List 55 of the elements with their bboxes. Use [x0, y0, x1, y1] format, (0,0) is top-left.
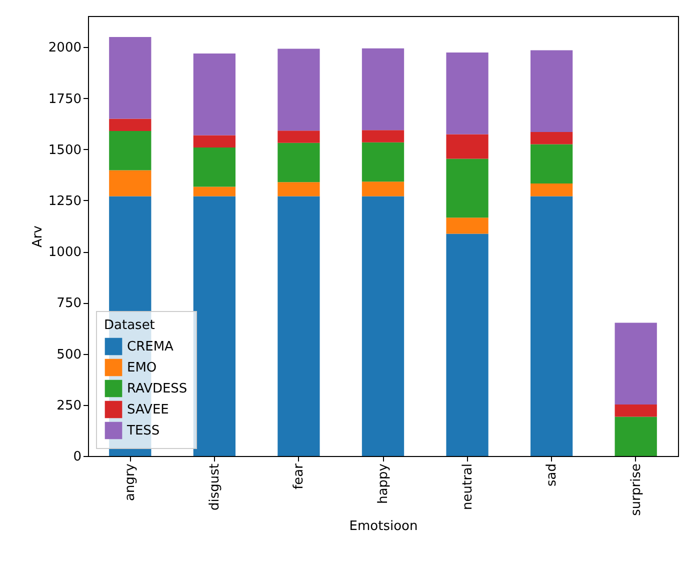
legend-label: EMO [127, 360, 157, 376]
bar [278, 130, 320, 143]
bar [193, 186, 236, 196]
bar [530, 50, 573, 132]
bar [530, 144, 573, 184]
y-tick-label: 1250 [48, 194, 82, 209]
y-tick-label: 750 [56, 296, 82, 312]
x-tick-label: disgust [207, 464, 222, 510]
bar [193, 54, 236, 136]
legend-label: RAVDESS [127, 382, 188, 396]
y-axis-title: Arv [30, 225, 46, 248]
x-tick-label: fear [292, 462, 307, 490]
y-tick-label: 250 [56, 398, 82, 414]
bar [278, 48, 320, 131]
y-tick-label: 0 [73, 450, 82, 464]
bar [614, 404, 657, 417]
y-tick-label: 1750 [48, 92, 82, 107]
bar [614, 416, 657, 456]
bar [362, 142, 404, 182]
bar [193, 148, 236, 187]
bar [193, 135, 236, 148]
bar [362, 182, 404, 196]
legend-label: TESS [126, 424, 160, 438]
bar [530, 196, 573, 456]
x-axis-title: Emotsioon [349, 518, 418, 534]
bar [446, 218, 488, 234]
bar [530, 132, 573, 144]
bar [362, 48, 404, 130]
x-tick-label: neutral [460, 464, 476, 510]
x-tick-label: angry [123, 463, 138, 501]
bar [109, 36, 152, 119]
legend-label: CREMA [127, 340, 174, 354]
y-tick-label: 500 [56, 347, 82, 362]
bar [446, 234, 488, 456]
y-tick-label: 2000 [48, 40, 82, 56]
bar [278, 182, 320, 196]
x-tick-label: sad [544, 464, 560, 486]
bar [109, 130, 152, 170]
y-tick-label: 1500 [48, 142, 82, 158]
bar [614, 322, 657, 404]
legend-title: Dataset [104, 318, 155, 333]
bar [109, 118, 152, 131]
bar [446, 158, 488, 218]
bar [446, 52, 488, 134]
bar [362, 196, 404, 456]
y-tick-label: 1000 [48, 245, 82, 260]
bar [530, 184, 573, 196]
bar [446, 134, 488, 159]
bar [278, 142, 320, 182]
bar [278, 196, 320, 456]
bar [362, 130, 404, 142]
x-tick-label: happy [376, 463, 391, 504]
bar [109, 170, 152, 196]
x-tick-label: surprise [628, 464, 644, 516]
legend-label: SAVEE [127, 402, 169, 418]
